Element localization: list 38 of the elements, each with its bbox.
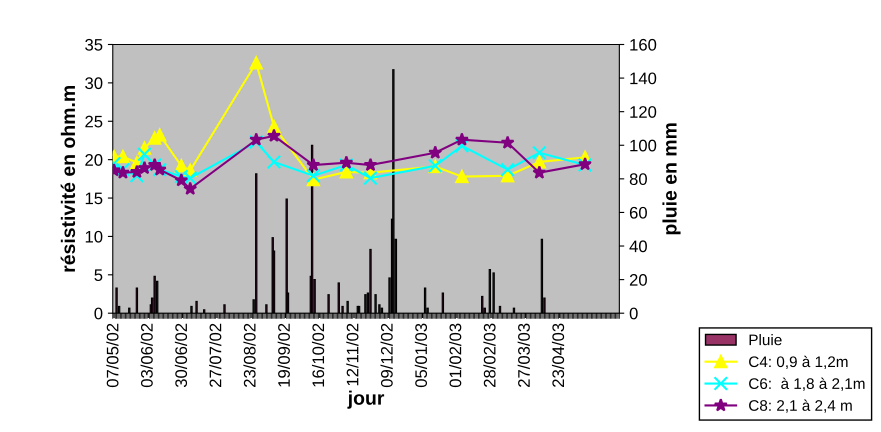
y-tick-label: 5 [94, 269, 102, 282]
y-tick-label: 15 [86, 192, 102, 204]
y-tick-label: 0 [94, 308, 102, 320]
legend-label: C4: 0,9 à 1,2m [749, 356, 848, 369]
x-axis-title: jour [347, 390, 384, 409]
y-tick-label: 35 [85, 38, 102, 51]
x-tick-label: 12/11/02 [346, 324, 358, 386]
x-tick-label: 23/04/03 [552, 324, 564, 387]
x-tick-label: 01/02/03 [449, 324, 462, 388]
x-tick-label: 07/05/02 [106, 324, 119, 388]
y-axis-title: résistivité en ohm.m [60, 86, 76, 272]
y-tick-label: 30 [85, 77, 102, 90]
x-tick-label: 28/02/03 [483, 324, 496, 387]
y-tick-label: 20 [85, 154, 102, 166]
x-tick-label: 09/12/02 [380, 324, 393, 388]
y2-tick-label: 80 [630, 173, 647, 186]
y-tick-label: 10 [86, 230, 102, 243]
y-tick-label: 25 [85, 116, 102, 128]
y2-tick-label: 120 [630, 106, 656, 118]
y2-tick-label: 160 [630, 38, 656, 51]
legend-label: C6: à 1,8 à 2,1m [749, 378, 864, 391]
x-tick-label: 05/01/03 [414, 324, 428, 388]
x-tick-label: 23/08/02 [243, 324, 256, 387]
y2-tick-label: 100 [630, 140, 656, 152]
legend-label: C8: 2,1 à 2,4 m [749, 400, 852, 413]
x-tick-label: 27/03/03 [518, 324, 530, 387]
y2-tick-label: 20 [630, 274, 647, 286]
y2-axis-title: pluie en mm [662, 123, 681, 234]
x-tick-label: 27/07/02 [209, 324, 222, 387]
y2-tick-label: 0 [630, 308, 638, 320]
x-tick-label: 16/10/02 [312, 324, 324, 387]
x-tick-label: 03/06/02 [140, 324, 153, 388]
y2-tick-label: 60 [630, 206, 647, 219]
legend-label: Pluie [750, 334, 782, 346]
x-tick-label: 30/06/02 [174, 324, 188, 388]
y2-tick-label: 40 [629, 240, 647, 252]
x-tick-label: 19/09/02 [278, 324, 290, 387]
y2-tick-label: 140 [630, 72, 656, 84]
